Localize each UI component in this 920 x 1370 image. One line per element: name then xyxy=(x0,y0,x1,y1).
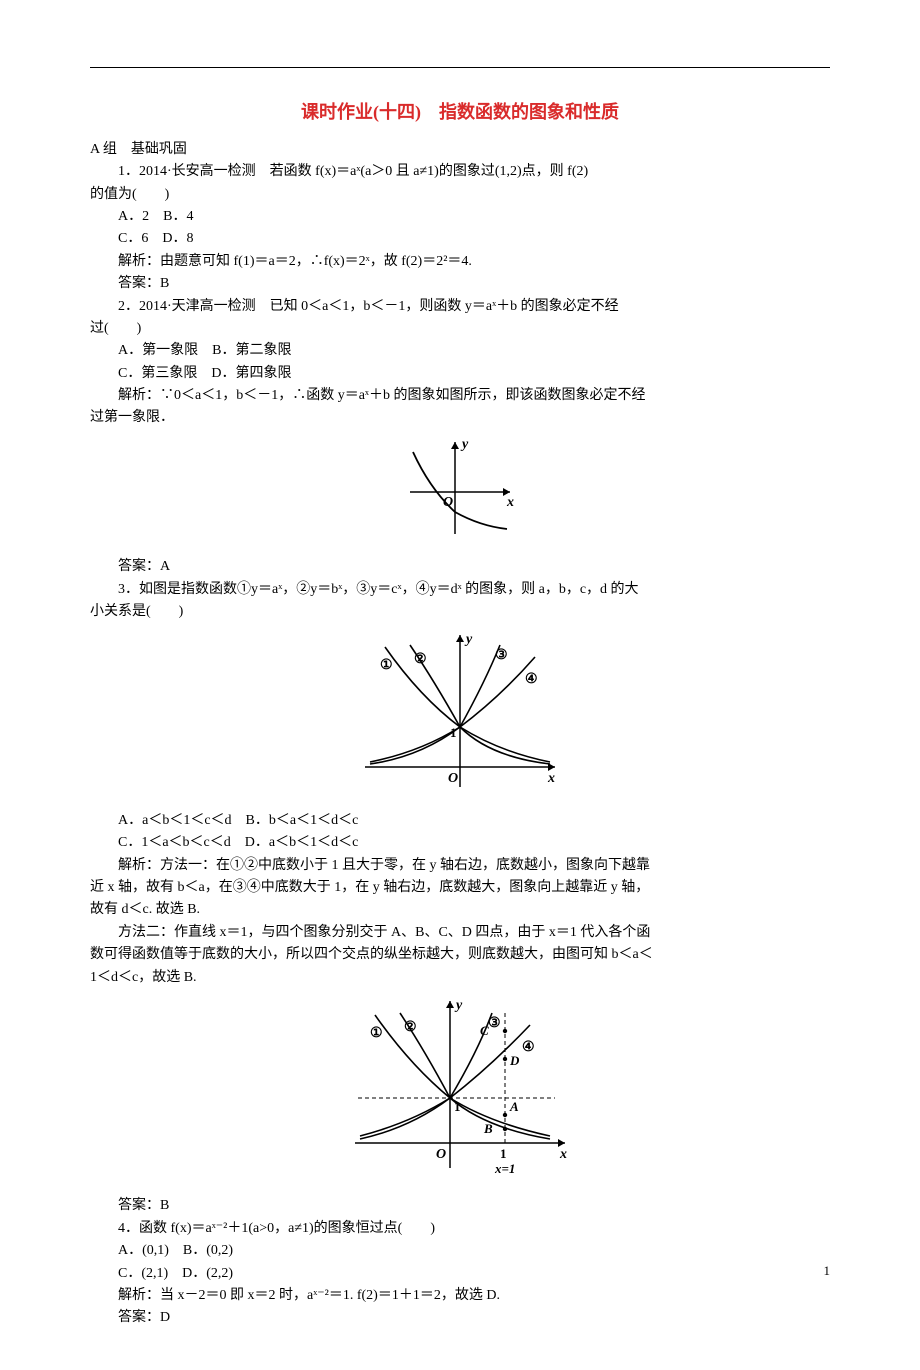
q3-figure-2: y x O 1 1 x=1 ① ② ③ ④ C D A B xyxy=(90,993,830,1191)
svg-text:①: ① xyxy=(380,658,393,673)
q3-expl-line2: 近 x 轴，故有 b＜a，在③④中底数大于 1，在 y 轴右边，底数越大，图象向… xyxy=(90,877,830,899)
svg-text:④: ④ xyxy=(522,1040,535,1055)
q1-stem-line2: 的值为( ) xyxy=(90,184,830,206)
q1-answer: 答案：B xyxy=(90,273,830,295)
q3-expl-line5: 数可得函数值等于底数的大小，所以四个交点的纵坐标越大，则底数越大，由图可知 b＜… xyxy=(90,944,830,966)
q4-answer: 答案：D xyxy=(90,1307,830,1329)
svg-text:x: x xyxy=(547,771,555,786)
q3-options-cd: C．1＜a＜b＜c＜d D．a＜b＜1＜d＜c xyxy=(90,832,830,854)
q2-figure: y x O xyxy=(90,434,830,552)
q1-stem-line1: 1．2014·长安高一检测 若函数 f(x)＝aˣ(a＞0 且 a≠1)的图象过… xyxy=(90,161,830,183)
svg-text:O: O xyxy=(436,1147,446,1162)
q3-options-ab: A．a＜b＜1＜c＜d B．b＜a＜1＜d＜c xyxy=(90,810,830,832)
q1-options-ab: A．2 B．4 xyxy=(90,206,830,228)
svg-text:①: ① xyxy=(370,1026,383,1041)
q3-stem-line2: 小关系是( ) xyxy=(90,601,830,623)
svg-text:B: B xyxy=(483,1121,493,1136)
page-number: 1 xyxy=(824,1261,831,1282)
doc-title: 课时作业(十四) 指数函数的图象和性质 xyxy=(90,98,830,127)
top-rule xyxy=(90,67,830,68)
svg-text:A: A xyxy=(509,1099,519,1114)
q3-graph2-svg: y x O 1 1 x=1 ① ② ③ ④ C D A B xyxy=(340,993,580,1183)
q3-graph1-svg: y x O 1 ① ② ③ ④ xyxy=(350,627,570,797)
q2-graph-svg: y x O xyxy=(395,434,525,544)
svg-text:③: ③ xyxy=(488,1016,501,1031)
q3-expl-line1: 解析：方法一：在①②中底数小于 1 且大于零，在 y 轴右边，底数越小，图象向下… xyxy=(90,855,830,877)
q3-expl-line3: 故有 d＜c. 故选 B. xyxy=(90,899,830,921)
q4-options-cd: C．(2,1) D．(2,2) xyxy=(90,1263,830,1285)
svg-text:D: D xyxy=(509,1053,520,1068)
q4-options-ab: A．(0,1) B．(0,2) xyxy=(90,1240,830,1262)
svg-text:③: ③ xyxy=(495,648,508,663)
q3-answer: 答案：B xyxy=(90,1195,830,1217)
svg-text:O: O xyxy=(448,771,458,786)
q2-expl-line2: 过第一象限． xyxy=(90,407,830,429)
svg-text:y: y xyxy=(454,998,463,1013)
svg-text:②: ② xyxy=(404,1020,417,1035)
q3-stem-line1: 3．如图是指数函数①y＝aˣ，②y＝bˣ，③y＝cˣ，④y＝dˣ 的图象，则 a… xyxy=(90,579,830,601)
q2-options-ab: A．第一象限 B．第二象限 xyxy=(90,340,830,362)
svg-text:C: C xyxy=(480,1023,489,1038)
q2-options-cd: C．第三象限 D．第四象限 xyxy=(90,363,830,385)
q3-expl-line4: 方法二：作直线 x＝1，与四个图象分别交于 A、B、C、D 四点，由于 x＝1 … xyxy=(90,922,830,944)
q2-stem-line1: 2．2014·天津高一检测 已知 0＜a＜1，b＜－1，则函数 y＝aˣ＋b 的… xyxy=(90,296,830,318)
svg-text:x: x xyxy=(506,495,514,510)
svg-text:y: y xyxy=(460,437,469,452)
svg-text:②: ② xyxy=(414,652,427,667)
svg-text:x=1: x=1 xyxy=(494,1161,515,1176)
q1-explanation: 解析：由题意可知 f(1)＝a＝2，∴f(x)＝2ˣ，故 f(2)＝2²＝4. xyxy=(90,251,830,273)
q1-options-cd: C．6 D．8 xyxy=(90,228,830,250)
q3-figure-1: y x O 1 ① ② ③ ④ xyxy=(90,627,830,805)
svg-text:y: y xyxy=(464,632,473,647)
q2-expl-line1: 解析：∵0＜a＜1，b＜－1，∴函数 y＝aˣ＋b 的图象如图所示，即该函数图象… xyxy=(90,385,830,407)
svg-text:x: x xyxy=(559,1147,567,1162)
q3-expl-line6: 1＜d＜c，故选 B. xyxy=(90,967,830,989)
q2-stem-line2: 过( ) xyxy=(90,318,830,340)
group-a-label: A 组 基础巩固 xyxy=(90,139,830,161)
q4-explanation: 解析：当 x－2＝0 即 x＝2 时，aˣ⁻²＝1. f(2)＝1＋1＝2，故选… xyxy=(90,1285,830,1307)
q4-stem: 4．函数 f(x)＝aˣ⁻²＋1(a>0，a≠1)的图象恒过点( ) xyxy=(90,1218,830,1240)
q2-answer: 答案：A xyxy=(90,556,830,578)
svg-text:1: 1 xyxy=(500,1146,507,1161)
svg-text:④: ④ xyxy=(525,672,538,687)
